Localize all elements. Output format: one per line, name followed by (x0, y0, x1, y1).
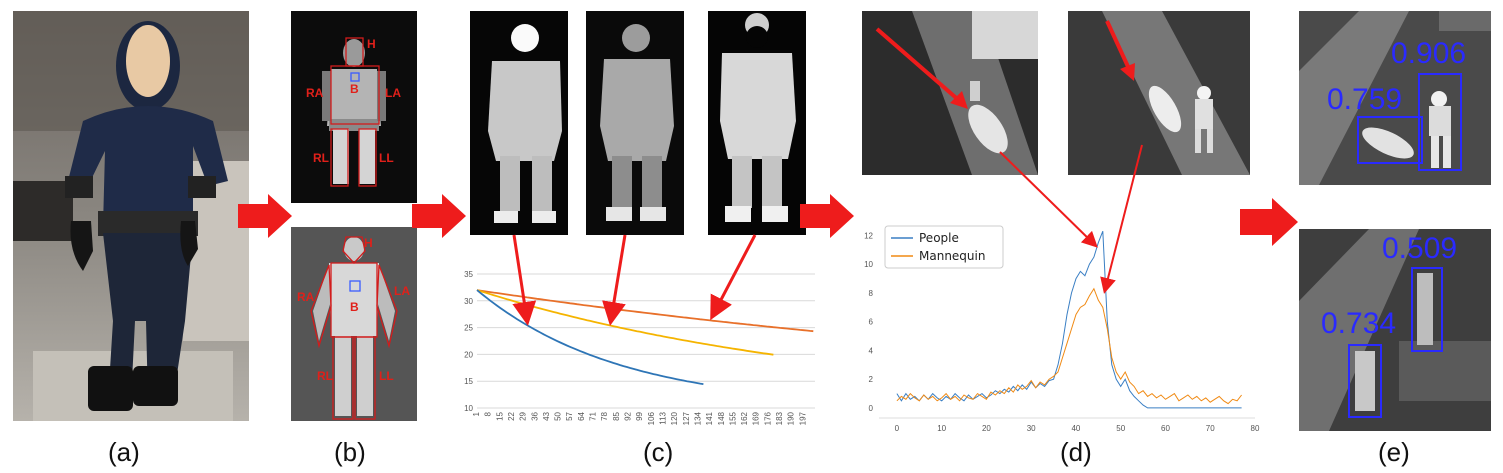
legend-label: Mannequin (919, 249, 985, 263)
chart1-xtick: 155 (728, 411, 737, 425)
label-ra-top: RA (306, 86, 324, 100)
chart2-xtick: 40 (1071, 424, 1080, 433)
label-ll-top: LL (379, 151, 394, 165)
chart2-xtick: 50 (1116, 424, 1125, 433)
temperature-profile-chart: 0 10 20 30 40 50 60 70 80 0 2 4 6 8 10 12 People Mannequi… (864, 225, 1260, 433)
label-la-bottom: LA (394, 284, 410, 298)
caption-e: (e) (1378, 437, 1410, 467)
chart2-ytick: 4 (869, 346, 874, 355)
chart2-ytick: 12 (864, 231, 873, 240)
flow-arrow-3 (800, 194, 854, 238)
chart2-ytick: 8 (869, 289, 874, 298)
chart1-ytick: 30 (464, 297, 473, 306)
panel-a-photo (13, 11, 249, 421)
chart1-xtick: 15 (495, 411, 504, 420)
chart1-xtick: 120 (670, 411, 679, 425)
detection-box-mannequin (1357, 116, 1423, 164)
chart2-xtick: 60 (1161, 424, 1170, 433)
chart1-xtick: 183 (775, 411, 784, 425)
chart2-ytick: 6 (869, 318, 874, 327)
chart1-xtick: 1 (472, 411, 481, 416)
flow-arrow-2 (412, 194, 466, 238)
label-b-bottom: B (350, 300, 359, 314)
chart1-xtick: 43 (542, 411, 551, 420)
label-la-top: LA (385, 86, 401, 100)
chart2-ytick: 10 (864, 260, 873, 269)
detection-box-bottom-2 (1348, 344, 1382, 418)
panel-d-scene-images (862, 11, 1250, 175)
chart1-xtick: 169 (752, 411, 761, 425)
detection-box-person (1418, 73, 1462, 171)
chart1-xtick: 148 (717, 411, 726, 425)
chart2-xtick: 0 (895, 424, 900, 433)
chart2-legend-box (884, 225, 1004, 269)
chart1-ytick: 25 (464, 324, 473, 333)
chart1-xtick: 78 (600, 411, 609, 420)
chart1-xtick: 99 (635, 411, 644, 420)
chart2-xtick: 30 (1027, 424, 1036, 433)
legend-label: People (919, 231, 959, 245)
chart2-ytick: 0 (869, 404, 874, 413)
caption-d: (d) (1060, 437, 1092, 467)
score-top-1: 0.906 (1391, 37, 1466, 70)
mannequin-photo (13, 11, 249, 421)
chart1-xtick: 141 (705, 411, 714, 425)
chart2-series-line (896, 287, 1242, 405)
chart1-xtick: 92 (624, 411, 633, 420)
label-rl-bottom: RL (317, 369, 333, 383)
chart1-xtick: 36 (530, 411, 539, 420)
panel-e-detections: 0.906 0.759 0.509 0.734 (1299, 11, 1491, 431)
chart1-xtick: 197 (798, 411, 807, 425)
chart1-ytick: 35 (464, 270, 473, 279)
label-h-top: H (367, 37, 376, 51)
chart1-xtick: 71 (589, 411, 598, 420)
chart2-series-line (896, 231, 1242, 409)
label-b-top: B (350, 82, 359, 96)
score-bottom-2: 0.734 (1321, 307, 1396, 340)
panel-b-regions: H B RA LA RL LL H B RA LA RL LL (291, 11, 417, 421)
chart1-xtick: 57 (565, 411, 574, 420)
chart1-xtick: 134 (693, 411, 702, 425)
chart1-xtick: 85 (612, 411, 621, 420)
chart1-xtick: 64 (577, 411, 586, 420)
chart1-xtick: 22 (507, 411, 516, 420)
label-ll-bottom: LL (379, 369, 394, 383)
label-rl-top: RL (313, 151, 329, 165)
chart2-ytick: 2 (869, 375, 874, 384)
panel-c-thermal-images (470, 11, 806, 235)
panel-c-pointer-arrows (512, 234, 757, 326)
detection-box-bottom-1 (1411, 267, 1443, 352)
chart1-xtick: 127 (682, 411, 691, 425)
caption-c: (c) (643, 437, 674, 467)
label-h-bottom: H (364, 236, 373, 250)
chart1-xtick: 8 (484, 411, 493, 416)
label-ra-bottom: RA (297, 290, 315, 304)
panel-d-pointer-arrows (999, 144, 1143, 294)
chart1-ytick: 20 (464, 350, 473, 359)
chart1-xtick: 29 (519, 411, 528, 420)
chart1-ytick: 10 (464, 404, 473, 413)
chart1-xtick: 176 (763, 411, 772, 425)
chart2-legend: People Mannequin (884, 225, 1004, 269)
chart2-xtick: 10 (937, 424, 946, 433)
chart2-xtick: 70 (1206, 424, 1215, 433)
body-region-diagrams: H B RA LA RL LL H B RA LA RL LL (291, 11, 417, 421)
chart1-series-line (476, 289, 814, 333)
chart1-xtick: 106 (647, 411, 656, 425)
score-top-2: 0.759 (1327, 83, 1402, 116)
chart2-xtick: 20 (982, 424, 991, 433)
chart1-xtick: 190 (787, 411, 796, 425)
flow-arrow-4 (1240, 198, 1298, 246)
chart1-xtick: 50 (554, 411, 563, 420)
chart2-xtick: 80 (1251, 424, 1260, 433)
chart1-xtick: 162 (740, 411, 749, 425)
chart1-ytick: 15 (464, 377, 473, 386)
score-bottom-1: 0.509 (1382, 232, 1457, 265)
chart1-xtick: 113 (658, 411, 667, 424)
caption-b: (b) (334, 437, 366, 467)
flow-arrow-1 (238, 194, 292, 238)
caption-a: (a) (108, 437, 140, 467)
